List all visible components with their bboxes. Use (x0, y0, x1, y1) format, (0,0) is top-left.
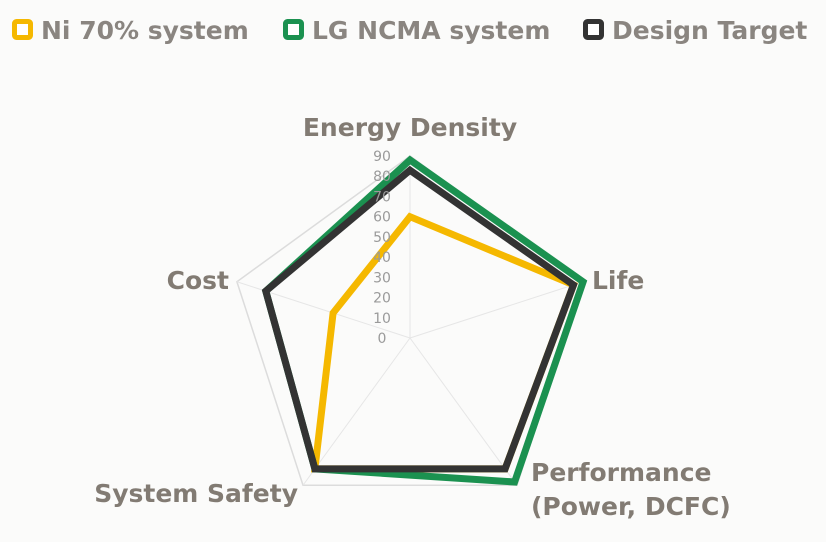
series-polygon (261, 155, 588, 486)
legend-label: Ni 70% system (41, 16, 249, 45)
legend-label: Design Target (612, 16, 807, 45)
tick-label: 80 (373, 169, 391, 185)
legend-swatch (583, 19, 604, 40)
tick-label: 50 (373, 230, 391, 246)
axis-label-line: (Power, DCFC) (531, 492, 731, 521)
series-2 (261, 165, 578, 473)
tick-label: 10 (373, 311, 391, 327)
tick-label: 60 (373, 210, 391, 226)
tick-label: 20 (373, 291, 391, 307)
grid-spoke (409, 337, 518, 486)
tick-label: 0 (378, 331, 387, 347)
axis-label-line: Energy Density (303, 113, 517, 142)
series-polygon (261, 165, 578, 473)
tick-label: 40 (373, 250, 391, 266)
axis-label-line: System Safety (94, 479, 298, 508)
axis-label-line: Performance (531, 458, 711, 487)
axis-label: Life (592, 266, 644, 295)
tick-label: 30 (373, 270, 391, 286)
legend-swatch (283, 19, 304, 40)
grid-spoke (409, 281, 584, 339)
axis-label: System Safety (94, 479, 298, 508)
grid-spoke (302, 337, 411, 486)
tick-label: 90 (373, 149, 391, 165)
axis-label-line: Life (592, 266, 644, 295)
legend: Ni 70% system LG NCMA system Design Target (12, 16, 807, 45)
axis-label: Cost (167, 266, 229, 295)
legend-swatch (12, 19, 33, 40)
series-layer (261, 155, 588, 486)
legend-item: LG NCMA system (283, 16, 550, 45)
tick-label: 70 (373, 189, 391, 205)
axis-label-line: Cost (167, 266, 229, 295)
legend-item: Ni 70% system (12, 16, 249, 45)
series-1 (261, 155, 588, 486)
legend-label: LG NCMA system (312, 16, 550, 45)
legend-item: Design Target (583, 16, 807, 45)
axis-label: Energy Density (303, 113, 517, 142)
axis-label: Performance (Power, DCFC) (531, 458, 731, 521)
axis-labels: Energy Density Life Performance (Power, DCF… (94, 113, 731, 521)
radial-tick-labels: 0 10 20 30 40 50 60 70 80 90 (373, 149, 391, 347)
